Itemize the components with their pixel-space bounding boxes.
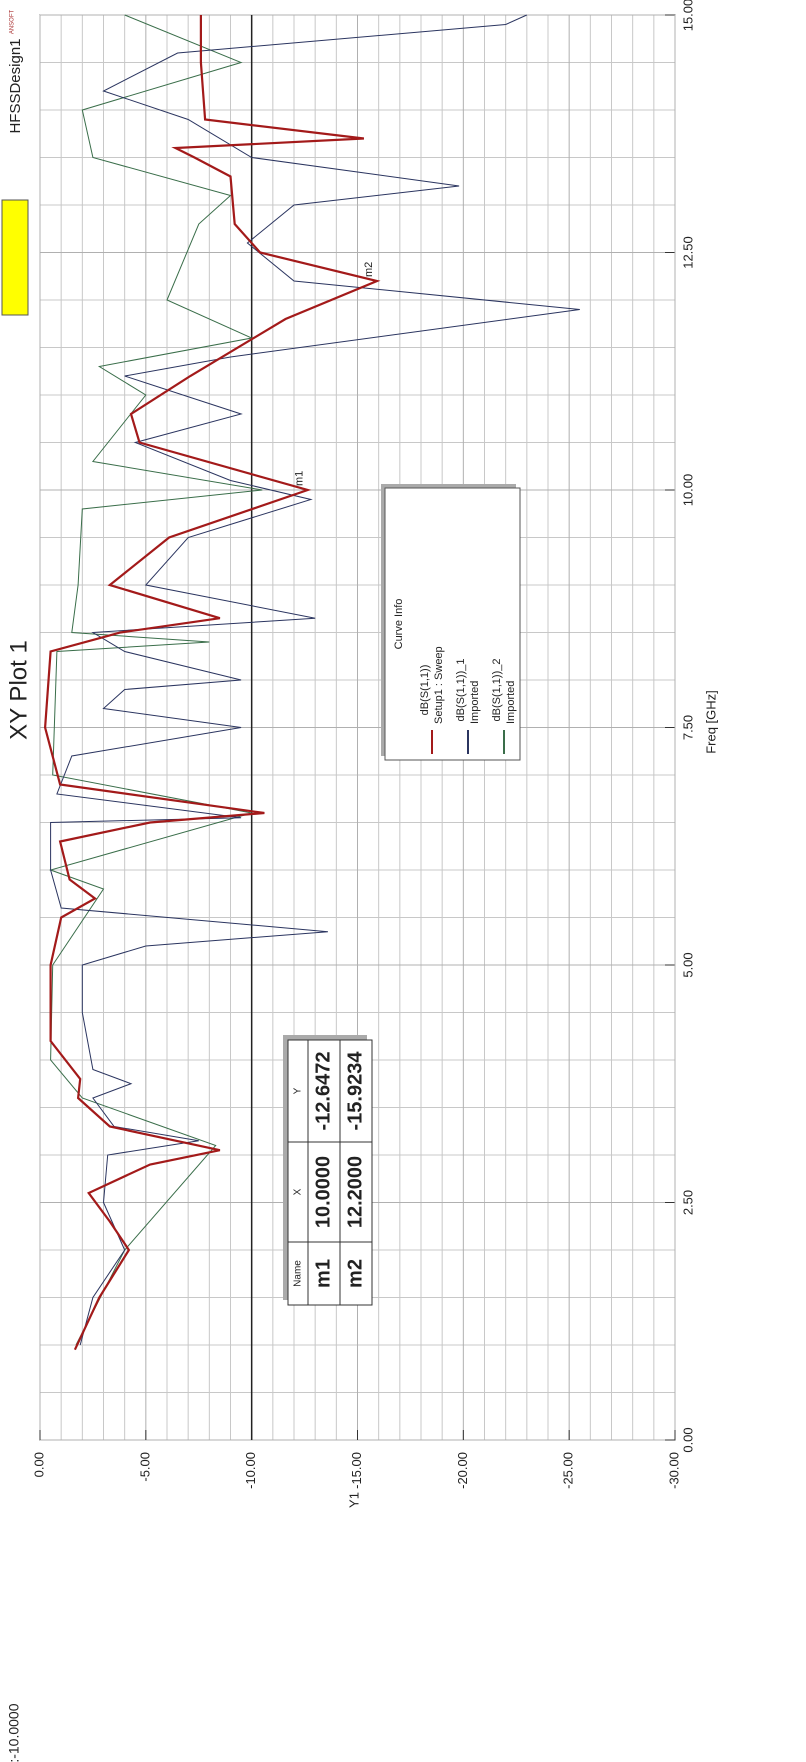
y-tick-label: 0.00 xyxy=(31,1452,46,1477)
table-header: Name xyxy=(293,1260,304,1287)
y-tick-label: -25.00 xyxy=(561,1452,576,1489)
y-tick-label: -10.00 xyxy=(243,1452,258,1489)
legend-title: Curve Info xyxy=(393,599,405,650)
table-cell: 10.0000 xyxy=(312,1156,334,1228)
y-axis-label: Y1 xyxy=(346,1492,361,1508)
legend-source: Imported xyxy=(505,681,517,724)
x-tick-label: 0.00 xyxy=(680,1427,695,1452)
y-tick-label: -30.00 xyxy=(666,1452,681,1489)
table-cell: 12.2000 xyxy=(344,1156,366,1228)
table-cell: -15.9234 xyxy=(344,1051,366,1131)
chart-title: XY Plot 1 xyxy=(5,640,32,740)
legend-source: Imported xyxy=(469,681,481,724)
x-tick-label: 10.00 xyxy=(680,474,695,507)
logo: ANSOFT xyxy=(10,10,16,35)
plot-rotated: XY Plot 1 HFSSDesign1 ANSOFT Freq [GHz] … xyxy=(5,0,718,1508)
table-cell: m1 xyxy=(312,1259,334,1288)
marker-table xyxy=(287,1039,373,1306)
marker-line-label-box xyxy=(1,199,29,316)
legend-label: dB(S(1,1)) xyxy=(419,665,431,716)
legend xyxy=(384,487,521,761)
y-tick-label: -5.00 xyxy=(137,1452,152,1482)
table-cell: m2 xyxy=(344,1259,366,1288)
legend-source: Setup1 : Sweep xyxy=(433,646,445,724)
x-tick-label: 2.50 xyxy=(680,1190,695,1215)
x-tick-label: 5.00 xyxy=(680,952,695,977)
y-tick-label: -20.00 xyxy=(455,1452,470,1489)
marker-line-label: MY1:-10.0000 xyxy=(6,1703,22,1762)
curve xyxy=(43,15,381,1351)
table-header: Y xyxy=(293,1087,304,1094)
legend-label: dB(S(1,1))_1 xyxy=(455,659,467,722)
marker-point-label: m1 xyxy=(294,471,306,486)
table-cell: -12.6472 xyxy=(312,1052,334,1131)
curve xyxy=(50,14,580,1346)
x-tick-label: 12.50 xyxy=(680,236,695,269)
x-tick-label: 7.50 xyxy=(680,715,695,740)
y-tick-label: -15.00 xyxy=(349,1452,364,1489)
design-name: HFSSDesign1 xyxy=(7,38,24,133)
x-axis-label: Freq [GHz] xyxy=(703,690,718,754)
legend-label: dB(S(1,1))_2 xyxy=(491,659,503,722)
x-tick-label: 15.00 xyxy=(680,0,695,31)
marker-point-label: m2 xyxy=(363,262,375,277)
table-header: X xyxy=(293,1188,304,1195)
